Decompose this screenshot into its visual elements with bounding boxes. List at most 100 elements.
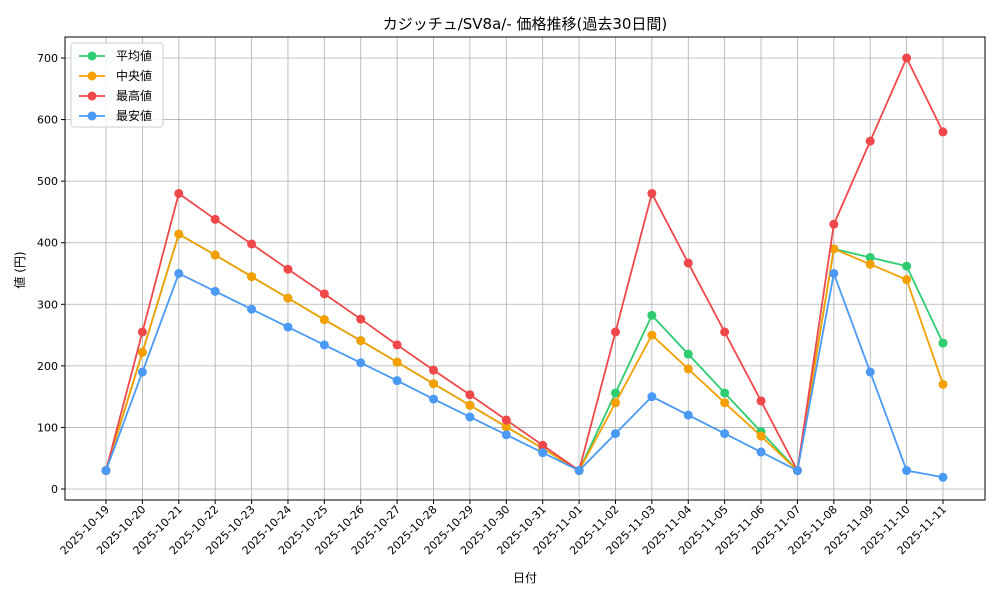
data-point [647,392,657,402]
data-point [137,327,147,337]
data-point [902,53,912,63]
data-point [683,258,693,268]
data-point [319,340,329,350]
data-point [429,379,439,389]
data-point [902,275,912,285]
data-point [865,367,875,377]
series-layer [101,53,948,482]
data-point [247,304,257,314]
series-最安値 [101,269,948,482]
data-point [902,466,912,476]
series-line [105,55,944,474]
data-point [610,388,620,398]
data-point [210,286,220,296]
series-最高値 [101,53,948,476]
data-point [356,358,366,368]
data-point [501,415,511,425]
legend-label: 最安値 [116,108,152,123]
data-point [574,466,584,476]
grid [65,37,985,500]
data-point [938,472,948,482]
data-point [647,310,657,320]
x-axis-ticks: 2025-10-192025-10-202025-10-212025-10-22… [58,500,949,557]
y-axis-ticks: 0 100 200 300 400 500 600 700 [37,52,65,496]
chart-title: カジッチュ/SV8a/- 価格推移(過去30日間) [383,15,668,33]
legend-marker [87,111,97,121]
data-point [902,261,912,271]
data-point [720,429,730,439]
data-point [283,322,293,332]
y-tick-label: 400 [37,237,58,250]
data-point [829,269,839,278]
data-point [792,466,802,476]
data-point [465,400,475,410]
y-tick-label: 600 [37,114,58,127]
data-point [174,269,184,278]
data-point [683,364,693,374]
data-point [647,188,657,198]
data-point [720,398,730,408]
data-point [683,410,693,420]
data-point [429,365,439,375]
series-line [105,232,944,473]
legend-label: 中央値 [116,68,152,83]
data-point [283,264,293,274]
series-中央値 [101,229,948,476]
legend-marker [87,51,97,61]
data-point [865,252,875,262]
data-point [610,429,620,439]
data-point [247,272,257,282]
data-point [756,396,766,406]
legend-marker [87,71,97,81]
data-point [538,448,548,458]
y-tick-label: 700 [37,52,58,65]
data-point [683,349,693,359]
data-point [610,327,620,337]
data-point [247,239,257,249]
data-point [865,259,875,269]
data-point [137,347,147,357]
data-point [465,412,475,422]
legend-label: 平均値 [116,48,152,63]
data-point [720,327,730,337]
y-tick-label: 500 [37,175,58,188]
data-point [210,214,220,224]
legend-box [70,42,164,128]
data-point [429,394,439,404]
y-axis-label: 値 (円) [12,251,27,288]
data-point [392,357,402,367]
data-point [720,388,730,398]
data-point [392,340,402,350]
data-point [829,244,839,254]
y-tick-label: 200 [37,360,58,373]
data-point [356,336,366,346]
data-point [174,229,184,239]
data-point [356,314,366,324]
data-point [501,430,511,440]
data-point [756,447,766,457]
x-axis-label: 日付 [513,571,537,585]
data-point [938,338,948,348]
legend-label: 最高値 [116,88,152,103]
y-tick-label: 100 [37,421,58,434]
data-point [938,127,948,137]
y-tick-label: 300 [37,298,58,311]
data-point [465,390,475,400]
plot-frame [64,36,986,501]
data-point [283,293,293,303]
data-point [101,466,111,476]
data-point [319,315,329,325]
data-point [538,440,548,450]
data-point [392,376,402,386]
data-point [829,219,839,229]
data-point [756,431,766,441]
y-tick-label: 0 [51,483,58,496]
data-point [137,367,147,377]
data-point [865,136,875,146]
data-point [938,379,948,389]
data-point [319,289,329,299]
data-point [210,250,220,260]
series-line [105,270,944,479]
data-point [174,188,184,198]
